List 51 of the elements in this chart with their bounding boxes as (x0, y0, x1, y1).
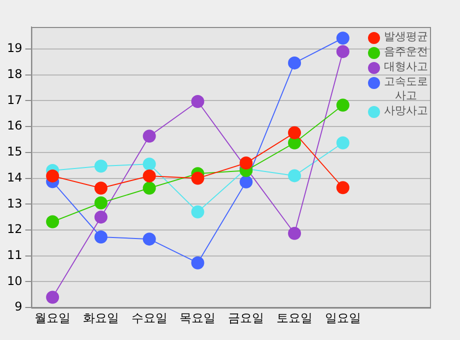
point (94, 210, 108, 224)
x-tick-label: 화요일 (82, 310, 119, 325)
point (336, 136, 350, 150)
point (336, 45, 350, 58)
point (240, 175, 253, 188)
y-tick-label: 10 (6, 274, 22, 288)
point (288, 226, 302, 240)
x-tick-label: 목요일 (180, 310, 216, 325)
y-tick-label: 15 (6, 144, 22, 159)
point (46, 215, 60, 228)
legend-label: 고속도로 사고 (384, 75, 428, 103)
point (94, 182, 108, 195)
point (191, 205, 204, 218)
point (142, 232, 156, 246)
x-tick-label: 금요일 (228, 310, 264, 325)
point (288, 56, 302, 70)
point (336, 32, 350, 45)
y-tick-label: 14 (6, 170, 22, 184)
x-tick-label: 월요일 (34, 310, 71, 325)
point (336, 181, 350, 194)
y-tick-label: 17 (6, 92, 22, 107)
point (46, 290, 60, 304)
x-tick-label: 토요일 (276, 310, 313, 325)
point (288, 126, 302, 140)
point (142, 169, 156, 182)
x-tick-label: 수요일 (131, 310, 168, 325)
y-tick-label: 12 (6, 222, 22, 236)
y-tick-label: 18 (6, 66, 22, 81)
y-tick-label: 13 (6, 196, 22, 210)
point (142, 158, 156, 171)
point (240, 156, 253, 170)
y-tick-label: 16 (6, 118, 22, 133)
legend-label: 음주운전 (384, 45, 428, 59)
point (94, 230, 108, 244)
point (191, 256, 204, 270)
point (94, 160, 108, 173)
y-tick-label: 19 (6, 41, 22, 56)
point (288, 169, 302, 182)
legend-label: 발생평균 (384, 30, 428, 44)
y-tick-label: 11 (6, 248, 22, 262)
legend-label: 대형사고 (384, 60, 428, 74)
y-tick-label: 9 (14, 300, 22, 314)
point (191, 94, 204, 108)
point (94, 196, 108, 210)
point (142, 182, 156, 195)
x-tick-label: 일요일 (324, 310, 361, 325)
point (46, 169, 60, 182)
legend-label: 사망사고 (384, 104, 428, 118)
point (142, 130, 156, 143)
point (191, 172, 204, 185)
point (336, 98, 350, 112)
